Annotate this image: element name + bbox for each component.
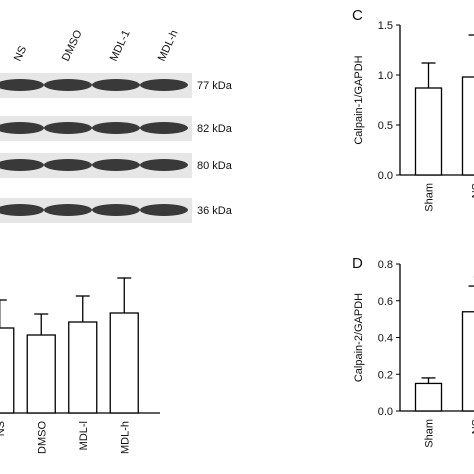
blot-band: [44, 122, 92, 134]
y-tick-label: 0.4: [378, 333, 393, 345]
x-tick-label: NS: [471, 183, 474, 198]
y-tick-label: 0.6: [378, 296, 393, 308]
blot-band: [0, 122, 44, 134]
y-axis-label: Calpain-1/GAPDH: [353, 55, 365, 144]
band-size: 77 kDa: [197, 80, 233, 92]
blot-band: [92, 159, 140, 171]
bar: [0, 327, 15, 414]
blot-band: [140, 159, 188, 171]
band-size: 36 kDa: [197, 205, 233, 217]
blot-band: [0, 159, 44, 171]
lane-label: MDL-1: [108, 28, 133, 63]
x-tick-label: NS: [471, 419, 474, 434]
blot-band: [44, 79, 92, 91]
x-tick-label: MDL-h: [119, 421, 131, 454]
blot-band: [92, 122, 140, 134]
blot-band: [140, 204, 188, 216]
y-tick-label: 0.0: [378, 170, 393, 182]
lane-label: DMSO: [60, 28, 85, 63]
x-tick-label: Sham: [424, 419, 436, 448]
y-tick-label: 0.2: [378, 369, 393, 381]
x-tick-label: Sham: [424, 183, 436, 212]
blot-band: [0, 79, 44, 91]
x-tick-label: DMSO: [36, 421, 48, 454]
panel-letter: D: [352, 255, 363, 272]
bar: [461, 76, 474, 176]
blot-band: [44, 159, 92, 171]
blot-band: [140, 79, 188, 91]
band-size: 82 kDa: [197, 123, 233, 135]
y-tick-label: 1.0: [378, 70, 393, 82]
blot-band: [44, 204, 92, 216]
band-size: 80 kDa: [197, 160, 233, 172]
blot-band: [0, 204, 44, 216]
x-tick-label: NS: [0, 421, 7, 436]
blot-band: [92, 79, 140, 91]
y-tick-label: 0.5: [378, 120, 393, 132]
y-tick-label: 0.8: [378, 259, 393, 271]
y-axis-label: Calpain-2/GAPDH: [353, 293, 365, 382]
lane-label: NS: [12, 44, 29, 63]
bar: [461, 311, 474, 412]
bar: [109, 312, 139, 414]
bar: [68, 321, 98, 414]
blot: [0, 73, 192, 223]
y-tick-label: 1.5: [378, 20, 393, 32]
bar: [26, 334, 56, 414]
bar: [414, 382, 443, 412]
lane-label: MDL-h: [156, 28, 181, 63]
bar: [414, 87, 443, 176]
x-tick-label: MDL-l: [78, 421, 90, 450]
blot-band: [92, 204, 140, 216]
panel-letter: C: [352, 7, 363, 24]
y-tick-label: 0.0: [378, 406, 393, 418]
blot-band: [140, 122, 188, 134]
